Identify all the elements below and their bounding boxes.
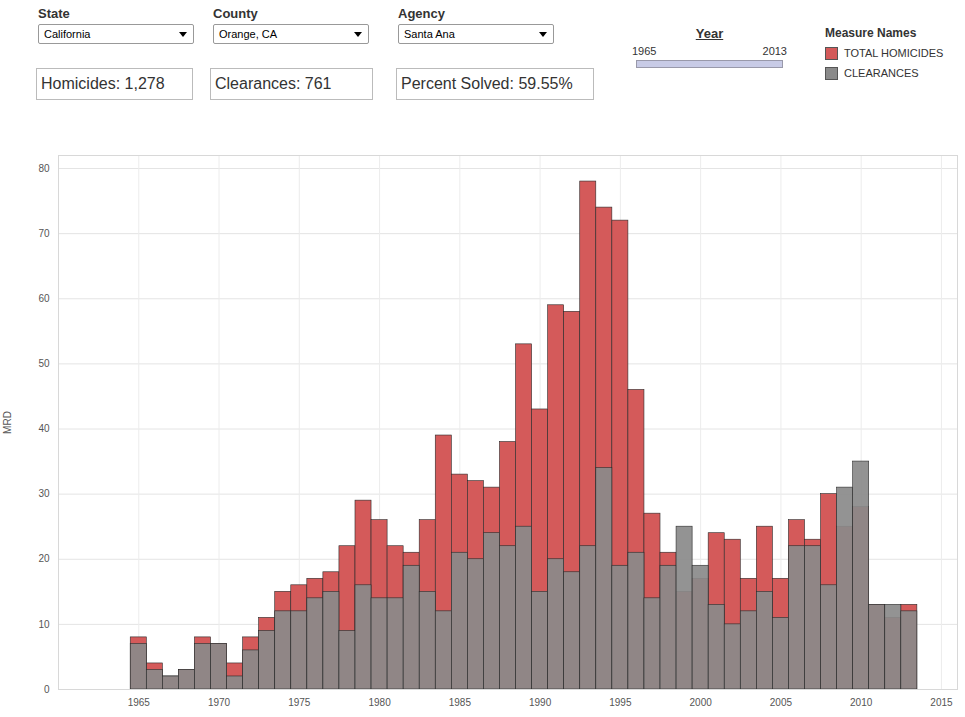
svg-text:80: 80 — [38, 163, 50, 174]
svg-text:0: 0 — [44, 684, 50, 695]
svg-text:50: 50 — [38, 358, 50, 369]
svg-text:1990: 1990 — [529, 697, 552, 708]
svg-text:2010: 2010 — [850, 697, 873, 708]
svg-text:30: 30 — [38, 488, 50, 499]
html-text:Santa Ana: Santa Ana — [404, 28, 455, 40]
html-text:CLEARANCES: CLEARANCES — [844, 67, 919, 79]
svg-text:MRD: MRD — [2, 411, 13, 434]
svg-text:1995: 1995 — [609, 697, 632, 708]
svg-text:60: 60 — [38, 293, 50, 304]
svg-text:1985: 1985 — [449, 697, 472, 708]
svg-text:70: 70 — [38, 228, 50, 239]
html-text:State: State — [38, 6, 70, 21]
html-text:TOTAL HOMICIDES: TOTAL HOMICIDES — [844, 47, 944, 59]
svg-text:2005: 2005 — [770, 697, 793, 708]
html-text:County: County — [213, 6, 258, 21]
html-text:2013: 2013 — [762, 45, 787, 57]
html-text:Percent Solved: 59.55%: Percent Solved: 59.55% — [401, 75, 573, 92]
html-text:Year: Year — [695, 26, 724, 41]
svg-text:10: 10 — [38, 619, 50, 630]
svg-text:2000: 2000 — [690, 697, 713, 708]
html-text:Measure Names: Measure Names — [825, 26, 917, 40]
html-text:Orange, CA: Orange, CA — [219, 28, 278, 40]
svg-text:1980: 1980 — [368, 697, 391, 708]
svg-text:1965: 1965 — [128, 697, 151, 708]
svg-text:1975: 1975 — [288, 697, 311, 708]
html-text:Homicides: 1,278: Homicides: 1,278 — [41, 75, 165, 92]
svg-text:20: 20 — [38, 553, 50, 564]
html-text:California: California — [44, 28, 91, 40]
svg-text:2015: 2015 — [930, 697, 953, 708]
html-text:Clearances: 761: Clearances: 761 — [215, 75, 332, 92]
svg-text:1970: 1970 — [208, 697, 231, 708]
html-text:Agency: Agency — [398, 6, 445, 21]
html-text:1965: 1965 — [632, 45, 657, 57]
svg-text:40: 40 — [38, 423, 50, 434]
